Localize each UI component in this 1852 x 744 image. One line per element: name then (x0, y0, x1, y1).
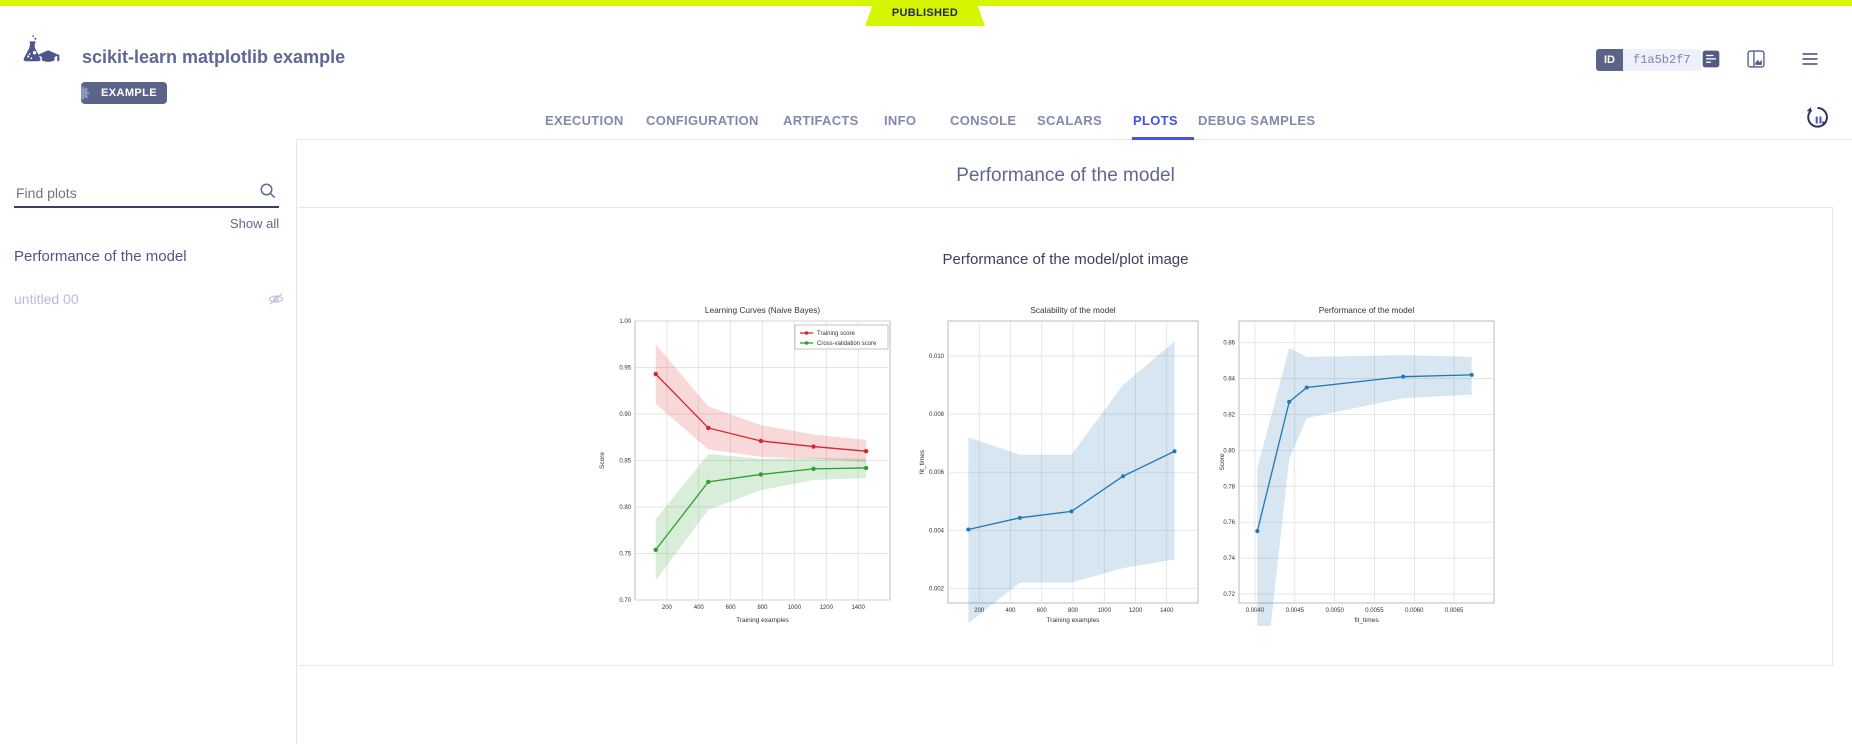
svg-text:0.82: 0.82 (1223, 412, 1235, 418)
svg-text:0.002: 0.002 (929, 586, 945, 592)
svg-text:0.76: 0.76 (1223, 520, 1235, 526)
svg-text:Performance of the model: Performance of the model (1319, 305, 1415, 315)
svg-text:fit_times: fit_times (1354, 617, 1379, 624)
svg-text:0.80: 0.80 (619, 505, 631, 511)
svg-text:1400: 1400 (1160, 608, 1174, 614)
svg-text:800: 800 (1068, 608, 1079, 614)
svg-text:0.004: 0.004 (929, 528, 945, 534)
svg-text:0.0045: 0.0045 (1286, 608, 1305, 614)
svg-text:0.85: 0.85 (619, 459, 631, 465)
svg-text:1000: 1000 (1098, 608, 1112, 614)
svg-text:Cross-validation score: Cross-validation score (817, 341, 877, 347)
svg-text:0.86: 0.86 (1223, 341, 1235, 347)
svg-text:0.75: 0.75 (619, 552, 631, 558)
svg-text:0.0065: 0.0065 (1445, 608, 1464, 614)
svg-text:0.0050: 0.0050 (1325, 608, 1344, 614)
svg-text:600: 600 (1037, 608, 1048, 614)
svg-text:0.80: 0.80 (1223, 448, 1235, 454)
svg-text:1000: 1000 (788, 605, 802, 611)
svg-text:0.90: 0.90 (619, 412, 631, 418)
svg-text:1.00: 1.00 (619, 319, 631, 325)
svg-text:Training score: Training score (817, 331, 855, 337)
svg-text:Learning Curves (Naive Bayes): Learning Curves (Naive Bayes) (705, 305, 821, 315)
svg-text:0.0060: 0.0060 (1405, 608, 1424, 614)
svg-text:0.010: 0.010 (929, 354, 945, 360)
svg-text:Scalability of the model: Scalability of the model (1030, 305, 1115, 315)
svg-text:0.0055: 0.0055 (1365, 608, 1384, 614)
svg-text:Score: Score (599, 452, 606, 469)
svg-text:0.74: 0.74 (1223, 556, 1235, 562)
svg-text:0.72: 0.72 (1223, 592, 1235, 598)
svg-text:1400: 1400 (851, 605, 865, 611)
svg-text:200: 200 (662, 605, 673, 611)
svg-text:0.006: 0.006 (929, 470, 945, 476)
svg-text:0.95: 0.95 (619, 366, 631, 372)
svg-text:1200: 1200 (1129, 608, 1143, 614)
svg-text:Training examples: Training examples (1047, 617, 1101, 624)
svg-text:fit_times: fit_times (919, 449, 926, 474)
svg-text:400: 400 (694, 605, 705, 611)
svg-text:400: 400 (1005, 608, 1016, 614)
svg-text:800: 800 (757, 605, 768, 611)
svg-text:Score: Score (1219, 453, 1226, 470)
svg-text:1200: 1200 (820, 605, 834, 611)
svg-text:0.008: 0.008 (929, 412, 945, 418)
svg-text:0.78: 0.78 (1223, 484, 1235, 490)
svg-text:600: 600 (726, 605, 737, 611)
svg-text:0.84: 0.84 (1223, 376, 1235, 382)
svg-text:0.70: 0.70 (619, 598, 631, 604)
svg-text:Training examples: Training examples (736, 617, 790, 624)
